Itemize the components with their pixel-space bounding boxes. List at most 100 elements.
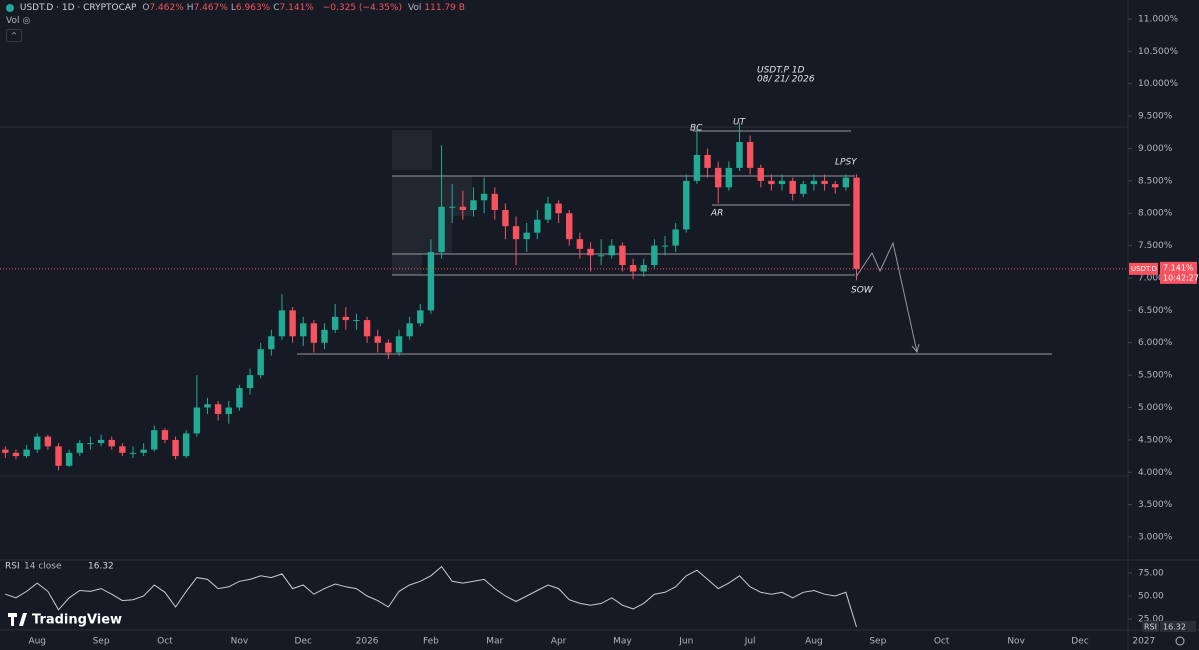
ohlc-key: C [273, 3, 280, 13]
profile-block [392, 254, 422, 275]
brand: TradingView [32, 613, 122, 628]
y-tick-label: 7.000% [1138, 273, 1173, 283]
candle-body [140, 449, 147, 453]
candle-body [119, 446, 126, 453]
x-tick-label: 2026 [356, 637, 379, 647]
candle-body [44, 436, 52, 447]
y-tick-label: 11.000% [1138, 14, 1178, 24]
rsi-tick-label: 75.00 [1138, 569, 1164, 579]
ohlc-key: L [230, 3, 236, 13]
symbol: USDT.D · 1D · CRYPTOCAP [19, 3, 137, 13]
eye-icon[interactable]: ◎ [22, 16, 31, 26]
candle-body [672, 229, 679, 246]
rsi-value-tag-label: 16.32 [1163, 622, 1186, 631]
candle-body [55, 446, 62, 466]
volume-label[interactable]: Vol [6, 16, 20, 26]
x-tick-label: Aug [28, 637, 46, 647]
x-tick-label: Dec [1071, 637, 1088, 647]
candle-body [587, 248, 594, 256]
candle-body [555, 203, 562, 214]
candle-body [480, 193, 488, 201]
candle-body [629, 265, 637, 272]
candle-body [544, 203, 552, 220]
y-tick-label: 4.000% [1138, 468, 1173, 478]
candle-body [417, 310, 424, 324]
settings-icon[interactable] [1175, 636, 1185, 646]
rsi-value: 16.32 [88, 562, 114, 572]
symbol-tag [1129, 262, 1158, 275]
candle-body [363, 320, 371, 337]
wyckoff-label: AR [710, 209, 723, 219]
candle-body [289, 310, 296, 337]
candle-body [821, 180, 828, 185]
annotation-title: USDT.P 1D [757, 66, 805, 76]
candle-body [193, 407, 201, 434]
wyckoff-label: LPSY [835, 158, 858, 168]
candle-body [204, 404, 211, 408]
candle-body [619, 245, 626, 266]
candle-body [800, 184, 807, 194]
candle-body [757, 167, 764, 181]
candle-body [523, 232, 530, 240]
rsi-tag-label: RSI [1144, 622, 1157, 631]
volume-row: Vol ◎ [6, 16, 468, 26]
rsi-tick-label: 25.00 [1138, 614, 1164, 624]
candle-body [842, 177, 850, 188]
y-tick-label: 8.500% [1138, 176, 1173, 186]
candle-body [374, 336, 381, 343]
price-tag [1160, 261, 1197, 284]
y-tick-label: 9.000% [1138, 144, 1173, 154]
drawings [297, 130, 1052, 355]
x-tick-label: Jul [744, 637, 756, 647]
x-tick-label: Mar [486, 637, 503, 647]
volume-key: Vol [407, 3, 422, 13]
candle-body [715, 167, 722, 188]
candle-body [566, 213, 573, 240]
candle-body [449, 206, 456, 208]
candle-body [87, 443, 94, 445]
collapse-button[interactable]: ^ [6, 29, 22, 42]
candle-body [2, 449, 9, 453]
y-tick-label: 5.500% [1138, 371, 1173, 381]
projection-path [855, 241, 918, 353]
y-tick-label: 9.500% [1138, 112, 1173, 122]
candle-body [76, 443, 83, 453]
candle-body [491, 193, 498, 210]
candle-body [661, 245, 669, 247]
x-tick-label: Aug [805, 637, 823, 647]
candle-body [683, 180, 690, 230]
x-tick-label: Nov [231, 637, 249, 647]
candle-body [736, 142, 743, 168]
price-tag-label: 7.141% [1163, 263, 1194, 272]
x-tick-label: Nov [1007, 637, 1025, 647]
legend-header: USDT.D · 1D · CRYPTOCAP O7.462% H7.467% L6… [6, 3, 468, 42]
candle-body [597, 255, 605, 257]
y-tick-label: 7.500% [1138, 241, 1173, 251]
profile-block [392, 176, 472, 216]
candle-body [151, 430, 158, 450]
candle-body [342, 316, 349, 321]
candle-body [161, 430, 169, 440]
candle-body [853, 177, 860, 269]
volume: 111.79 B [424, 3, 465, 13]
x-tick-label: 2027 [1132, 637, 1155, 647]
ohlc: O7.462% H7.467% L6.963% C7.141% [142, 3, 317, 13]
candle-body [778, 180, 786, 185]
ohlc-key: O [142, 3, 150, 13]
logo-mark [8, 613, 27, 626]
candle-body [34, 436, 41, 450]
candle-body [459, 206, 467, 210]
y-tick-label: 6.000% [1138, 338, 1173, 348]
candle-body [310, 323, 318, 343]
candle-body [225, 407, 232, 414]
wyckoff-label: BC [690, 124, 703, 134]
y-tick-label: 4.500% [1138, 435, 1173, 445]
x-tick-label: Jun [678, 637, 693, 647]
rsi-params: 14 close [24, 562, 62, 572]
candle-body [129, 452, 137, 454]
annotation-date: 08/ 21/ 2026 [757, 75, 815, 85]
y-tick-label: 5.000% [1138, 403, 1173, 413]
